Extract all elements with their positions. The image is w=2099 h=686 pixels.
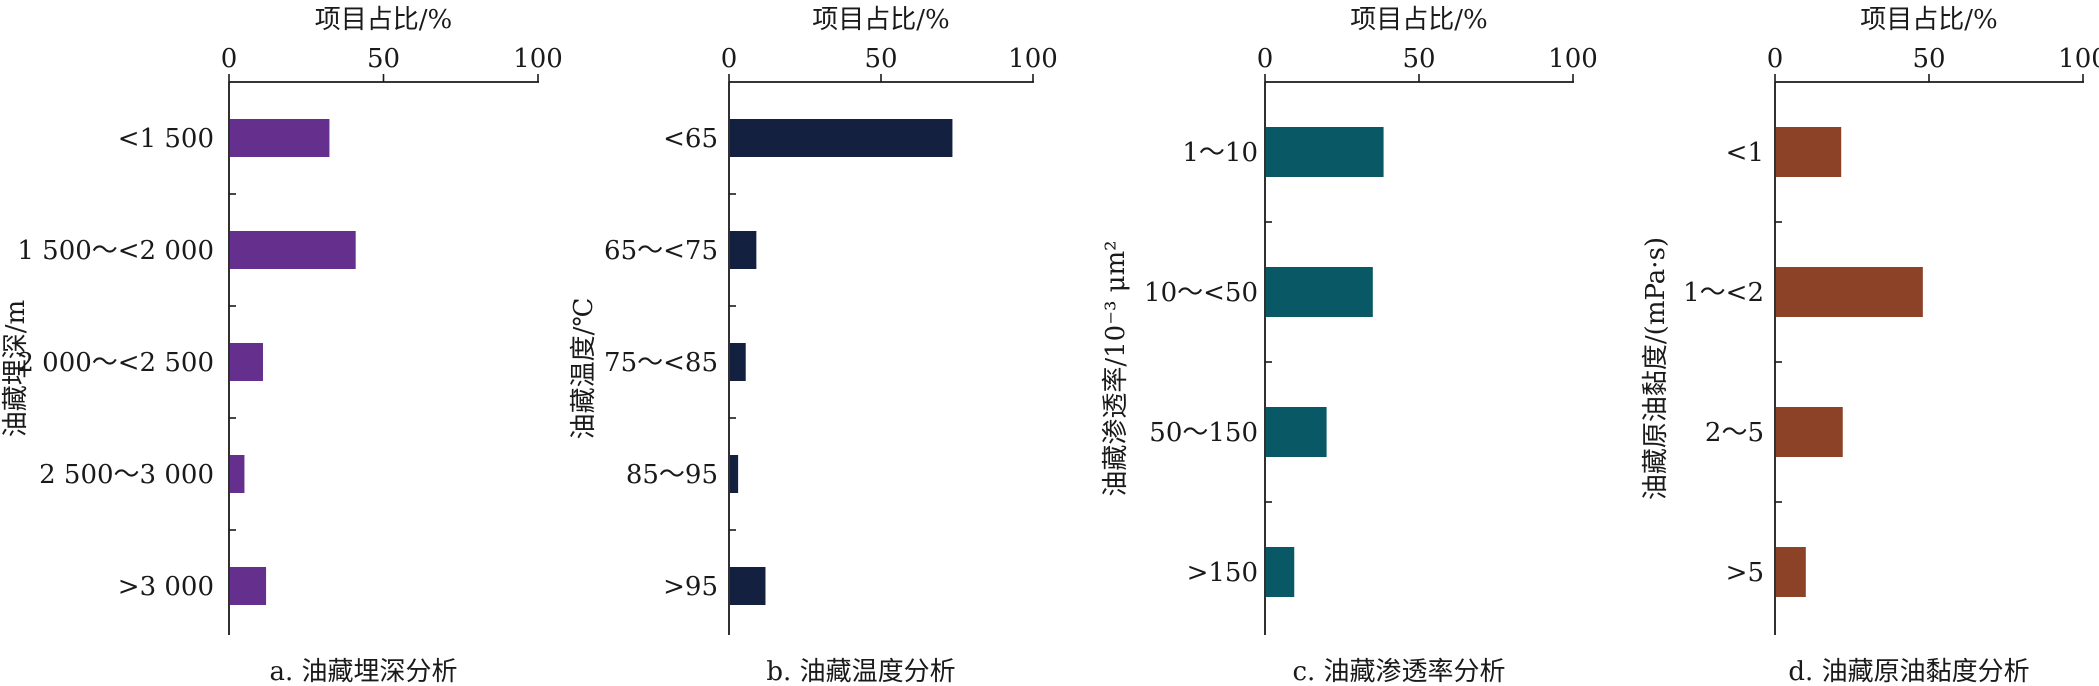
x-tick-label: 100 [1548,44,1598,74]
bar [230,567,267,605]
panel-caption: b. 油藏温度分析 [766,657,955,686]
y-axis-title: 油藏渗透率/10⁻³ μm² [1101,240,1131,496]
category-label: 1 500～<2 000 [17,236,214,266]
bar [230,455,245,493]
x-axis-title: 项目占比/% [812,5,949,35]
category-label: 1～<2 [1683,278,1764,308]
panel-caption: c. 油藏渗透率分析 [1292,657,1505,686]
category-label: >150 [1187,558,1258,588]
x-tick-label: 100 [513,44,563,74]
bar [1776,407,1843,457]
x-tick-label: 0 [1257,44,1274,74]
x-tick-label: 100 [1008,44,1058,74]
bar [1266,547,1295,597]
bar [1776,547,1806,597]
y-axis-title: 油藏温度/℃ [569,298,599,440]
bar [730,231,757,269]
category-label: 75～<85 [604,348,718,378]
bar [730,455,739,493]
y-axis-title: 油藏原油黏度/(mPa·s) [1641,237,1671,500]
x-tick-label: 50 [1912,44,1945,74]
category-label: <65 [663,124,718,154]
bar [730,343,746,381]
panel-b: 项目占比/% 0 50 100 <65 65～<75 75～<85 85～95 >95 油藏温度/… [569,5,1058,686]
x-tick-label: 0 [221,44,238,74]
panel-c: 项目占比/% 0 50 100 1～10 10～<50 50～150 >150 油藏渗透率/10… [1101,5,1598,686]
bar [230,231,356,269]
x-tick-label: 50 [367,44,400,74]
category-label: >95 [663,572,718,602]
category-label: 2 000～<2 500 [17,348,214,378]
panel-d: 项目占比/% 0 50 100 <1 1～<2 2～5 >5 油藏原油黏度/(mPa·s) d. … [1641,5,2099,686]
y-axis-title: 油藏埋深/m [1,300,31,437]
category-label: <1 500 [118,124,214,154]
panel-caption: d. 油藏原油黏度分析 [1788,657,2029,686]
category-label: 2 500～3 000 [39,460,214,490]
category-label: <1 [1726,138,1764,168]
x-tick-label: 0 [721,44,738,74]
category-label: 50～150 [1149,418,1258,448]
panel-a: 项目占比/% 0 50 100 <1 500 1 500～<2 000 2 000～<2 5… [1,5,563,686]
panel-caption: a. 油藏埋深分析 [269,657,457,686]
category-label: 85～95 [626,460,718,490]
category-label: 1～10 [1182,138,1258,168]
bar [230,343,263,381]
category-label: 10～<50 [1144,278,1258,308]
bar [1776,267,1923,317]
x-tick-label: 50 [1402,44,1435,74]
x-axis-title: 项目占比/% [315,5,452,35]
bar [1266,127,1384,177]
bar [1266,407,1327,457]
category-label: 65～<75 [604,236,718,266]
x-axis-title: 项目占比/% [1860,5,1997,35]
x-tick-label: 50 [864,44,897,74]
x-tick-label: 0 [1767,44,1784,74]
category-label: 2～5 [1705,418,1764,448]
bar [730,119,953,157]
bar [1266,267,1373,317]
category-label: >5 [1726,558,1764,588]
bar [1776,127,1842,177]
x-tick-label: 100 [2058,44,2099,74]
bar [230,119,330,157]
category-label: >3 000 [118,572,214,602]
bar [730,567,766,605]
x-axis-title: 项目占比/% [1350,5,1487,35]
